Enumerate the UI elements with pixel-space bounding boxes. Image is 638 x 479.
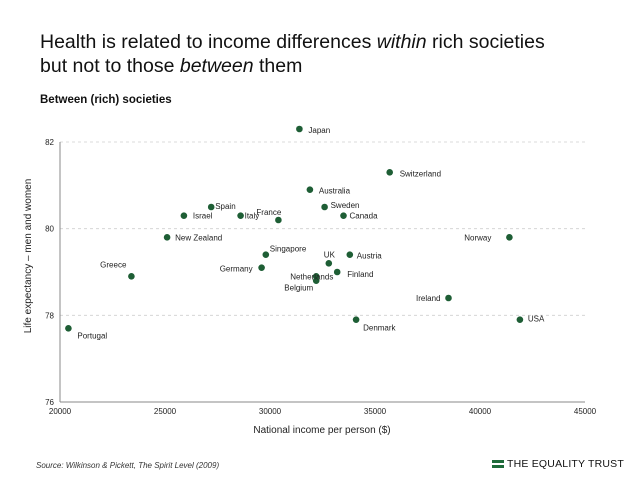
headline-text: Health is related to income differences — [40, 31, 377, 53]
point-label: Netherlands — [290, 272, 333, 281]
y-tick-label: 82 — [45, 138, 54, 147]
y-tick-label: 76 — [45, 398, 54, 407]
y-ticks: 76 78 80 82 — [45, 138, 54, 407]
data-point — [312, 277, 320, 284]
data-point — [346, 251, 354, 258]
point-label: Spain — [215, 202, 235, 211]
data-points — [65, 125, 524, 332]
data-point — [445, 294, 452, 302]
data-point — [296, 125, 303, 133]
point-label: Germany — [220, 265, 253, 274]
x-tick-label: 20000 — [49, 407, 72, 416]
data-point — [275, 216, 282, 224]
x-tick-label: 40000 — [469, 407, 492, 416]
point-label: New Zealand — [175, 233, 222, 242]
point-label: France — [256, 208, 281, 217]
point-label: Canada — [350, 212, 379, 221]
point-label: Israel — [193, 212, 213, 221]
data-point — [340, 212, 347, 219]
point-labels: Japan Switzerland Australia Sweden Canada Spa… — [77, 126, 545, 340]
point-label: USA — [528, 315, 545, 324]
data-point — [321, 203, 328, 211]
point-label: Sweden — [331, 201, 360, 210]
point-label: Austria — [357, 252, 382, 261]
headline-text: but not to those — [40, 55, 180, 77]
data-point — [352, 316, 360, 323]
data-point — [163, 234, 171, 241]
chart-subtitle: Between (rich) societies — [40, 94, 172, 106]
point-label: UK — [324, 250, 336, 259]
data-point — [262, 251, 270, 258]
point-label: Portugal — [77, 331, 107, 340]
point-label: Ireland — [416, 294, 440, 303]
x-tick-label: 35000 — [364, 407, 387, 416]
point-label: Switzerland — [400, 169, 441, 178]
brand-mark-icon — [492, 459, 504, 469]
data-point — [325, 260, 333, 267]
data-point — [516, 316, 524, 323]
headline-text: them — [253, 55, 303, 77]
data-point — [180, 212, 188, 219]
source-note: Source: Wilkinson & Pickett, The Spirit … — [36, 461, 220, 470]
headline-emphasis-between: between — [179, 55, 254, 77]
point-label: Singapore — [270, 245, 307, 254]
data-point — [237, 212, 244, 219]
y-tick-label: 78 — [45, 311, 54, 320]
data-point — [386, 169, 394, 176]
x-axis-label: National income per person ($) — [253, 425, 390, 436]
data-point — [333, 268, 341, 276]
x-tick-label: 45000 — [574, 407, 597, 416]
brand-logo: THE EQUALITY TRUST — [492, 458, 624, 470]
headline-emphasis-within: within — [376, 31, 427, 53]
y-axis-label: Life expectancy – men and women — [23, 179, 34, 334]
point-label: Japan — [308, 126, 330, 135]
brand-name: THE EQUALITY TRUST — [507, 458, 624, 470]
point-label: Denmark — [363, 324, 396, 333]
x-ticks: 20000 25000 30000 35000 40000 45000 — [49, 407, 597, 416]
headline: Health is related to income differences … — [40, 30, 600, 78]
data-point — [128, 273, 135, 280]
data-point — [65, 325, 72, 332]
data-point — [506, 234, 513, 241]
point-label: Greece — [100, 260, 127, 269]
point-label: Belgium — [284, 284, 313, 293]
point-label: Finland — [347, 270, 373, 279]
data-point — [258, 264, 265, 271]
y-tick-label: 80 — [45, 225, 54, 234]
grid-lines — [60, 141, 585, 316]
data-point — [207, 203, 215, 211]
point-label: Norway — [464, 233, 491, 242]
point-label: Australia — [319, 187, 351, 196]
x-tick-label: 30000 — [259, 407, 282, 416]
x-tick-label: 25000 — [154, 407, 177, 416]
data-point — [306, 186, 314, 193]
point-label: Italy — [245, 212, 260, 221]
headline-text: rich societies — [426, 31, 545, 53]
